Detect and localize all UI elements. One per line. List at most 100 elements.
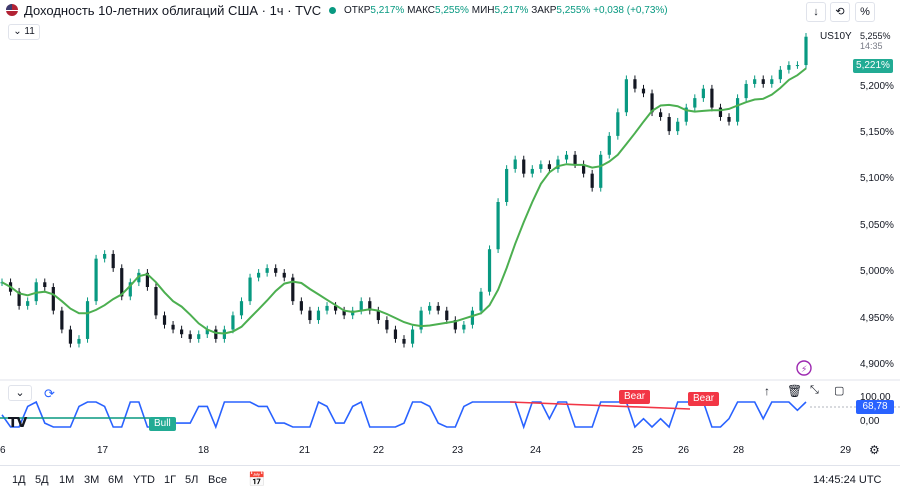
candle-body — [667, 117, 671, 132]
candle-body — [85, 301, 90, 339]
candle-body — [633, 79, 637, 89]
ohlc-open-value: 5,217% — [370, 5, 405, 16]
symbol-code: US10Y — [820, 31, 852, 42]
price-tick: 5,150% — [860, 127, 894, 138]
ohlc-low-label: МИН — [471, 5, 495, 16]
date-tick: 23 — [452, 445, 464, 456]
price-tick: 5,000% — [860, 266, 894, 277]
gear-icon[interactable]: ⚙ — [869, 443, 880, 457]
ohlc-low-value: 5,217% — [494, 5, 529, 16]
candle-body — [256, 272, 261, 278]
rsi-bottom-label: 0,00 — [860, 416, 880, 427]
rsi-top-label: 100,00 — [860, 392, 891, 403]
maximize-icon[interactable]: ⤡ — [810, 384, 819, 396]
current-price-badge: 5,221% — [853, 59, 893, 73]
bar-countdown: 14:35 — [860, 41, 883, 51]
candle-body — [804, 36, 808, 66]
price-tick: 5,050% — [860, 220, 894, 231]
range-5d[interactable]: 5Д — [35, 474, 49, 486]
delete-icon[interactable]: 🗑 — [787, 384, 803, 398]
tradingview-logo: 𝗧𝗩 — [8, 414, 27, 430]
candle-body — [265, 268, 269, 273]
candle-body — [436, 305, 440, 311]
candle-body — [547, 164, 552, 169]
range-3m[interactable]: 3М — [84, 474, 100, 486]
candle-body — [231, 315, 235, 330]
range-1m[interactable]: 1М — [59, 474, 75, 486]
indicators-toggle[interactable]: ⌄ 11 — [8, 24, 40, 40]
price-tick: 5,100% — [860, 173, 894, 184]
date-tick: 28 — [733, 445, 745, 456]
rsi-line — [1, 400, 807, 430]
candle-body — [573, 154, 577, 165]
arrow-down-icon[interactable]: ↓ — [806, 2, 826, 22]
indicator-count: 11 — [24, 26, 35, 37]
rsi-settings-icon[interactable]: ⟳ — [44, 386, 55, 401]
candle-body — [239, 301, 244, 316]
candle-body — [393, 329, 398, 339]
candle-body — [274, 268, 278, 273]
date-tick: 26 — [678, 445, 690, 456]
range-6m[interactable]: 6М — [108, 474, 124, 486]
ohlc-change-value: +0,038 (+0,73%) — [593, 5, 668, 16]
symbol-title[interactable]: Доходность 10-летних облигаций США · 1ч … — [24, 3, 322, 18]
range-5y[interactable]: 5Л — [185, 474, 199, 486]
date-tick: 25 — [632, 445, 644, 456]
high-price-label: 5,255% — [860, 31, 891, 41]
utc-clock[interactable]: 14:45:24 UTC — [813, 474, 882, 486]
svg-text:⚡: ⚡ — [801, 365, 807, 375]
rsi-collapse-button[interactable]: ⌄ — [8, 385, 32, 401]
lightning-icon — [796, 360, 812, 376]
candle-body — [291, 277, 295, 302]
candle-body — [128, 282, 132, 297]
candle-body — [778, 69, 782, 80]
range-1y[interactable]: 1Г — [164, 474, 177, 486]
candle-body — [333, 305, 338, 311]
candle-body — [145, 272, 150, 287]
candle-body — [111, 253, 115, 269]
fullscreen-icon[interactable]: ▢ — [834, 385, 845, 397]
candle-body — [582, 164, 586, 174]
reset-scale-icon[interactable]: ⟲ — [830, 2, 850, 22]
candle-body — [214, 329, 218, 339]
moving-average-line — [1, 67, 807, 335]
candle-body — [171, 324, 175, 330]
date-tick: 22 — [373, 445, 385, 456]
price-chart[interactable]: ⚡ — [0, 22, 900, 442]
candle-body — [658, 112, 663, 117]
candle-body — [710, 88, 714, 108]
candle-body — [376, 310, 380, 321]
percent-scale-button[interactable]: % — [855, 2, 875, 22]
candle-body — [103, 253, 107, 259]
date-tick: 18 — [198, 445, 210, 456]
candle-body — [513, 159, 517, 169]
range-1d[interactable]: 1Д — [12, 474, 26, 486]
candle-body — [68, 329, 73, 344]
candle-body — [556, 159, 560, 169]
ohlc-readout: ОТКР5,217% МАКС5,255% МИН5,217% ЗАКР5,25… — [344, 5, 668, 16]
ohlc-close-value: 5,255% — [556, 5, 591, 16]
candle-body — [795, 65, 800, 67]
candle-body — [325, 305, 329, 311]
rsi-value-badge: 68,78 — [856, 400, 894, 414]
candle-body — [462, 324, 466, 330]
candle-body — [505, 168, 509, 202]
calendar-icon[interactable]: 📅 — [248, 471, 266, 487]
candle-body — [419, 310, 423, 330]
candle-body — [316, 310, 321, 321]
candle-body — [342, 310, 346, 316]
range-ytd[interactable]: YTD — [133, 474, 155, 486]
market-status-icon — [329, 7, 336, 14]
range-all[interactable]: Все — [208, 474, 227, 486]
candle-body — [479, 291, 483, 311]
us-flag-icon — [6, 4, 18, 16]
candle-body — [248, 277, 252, 302]
move-up-icon[interactable]: ↑ — [764, 384, 770, 398]
price-tick: 5,200% — [860, 81, 894, 92]
candle-body — [522, 159, 526, 174]
candle-body — [308, 310, 312, 321]
candle-body — [650, 93, 654, 113]
candles-group — [0, 32, 808, 348]
candle-body — [530, 168, 534, 174]
candle-body — [496, 202, 500, 250]
